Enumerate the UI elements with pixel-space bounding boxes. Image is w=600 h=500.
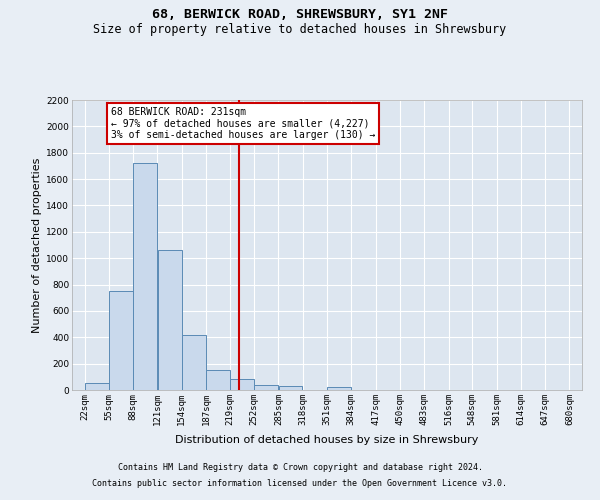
Text: 68, BERWICK ROAD, SHREWSBURY, SY1 2NF: 68, BERWICK ROAD, SHREWSBURY, SY1 2NF	[152, 8, 448, 20]
Y-axis label: Number of detached properties: Number of detached properties	[32, 158, 42, 332]
Bar	[85, 384, 109, 390]
Text: Distribution of detached houses by size in Shrewsbury: Distribution of detached houses by size …	[175, 435, 479, 445]
Bar	[182, 334, 206, 390]
Bar	[327, 386, 351, 390]
Bar	[254, 384, 278, 390]
Text: 68 BERWICK ROAD: 231sqm
← 97% of detached houses are smaller (4,227)
3% of semi-: 68 BERWICK ROAD: 231sqm ← 97% of detache…	[111, 108, 376, 140]
Bar	[158, 250, 182, 390]
Bar	[133, 164, 157, 390]
Bar	[230, 380, 254, 390]
Text: Contains HM Land Registry data © Crown copyright and database right 2024.: Contains HM Land Registry data © Crown c…	[118, 464, 482, 472]
Bar	[109, 291, 133, 390]
Text: Size of property relative to detached houses in Shrewsbury: Size of property relative to detached ho…	[94, 22, 506, 36]
Bar	[206, 370, 230, 390]
Bar	[278, 386, 302, 390]
Text: Contains public sector information licensed under the Open Government Licence v3: Contains public sector information licen…	[92, 478, 508, 488]
